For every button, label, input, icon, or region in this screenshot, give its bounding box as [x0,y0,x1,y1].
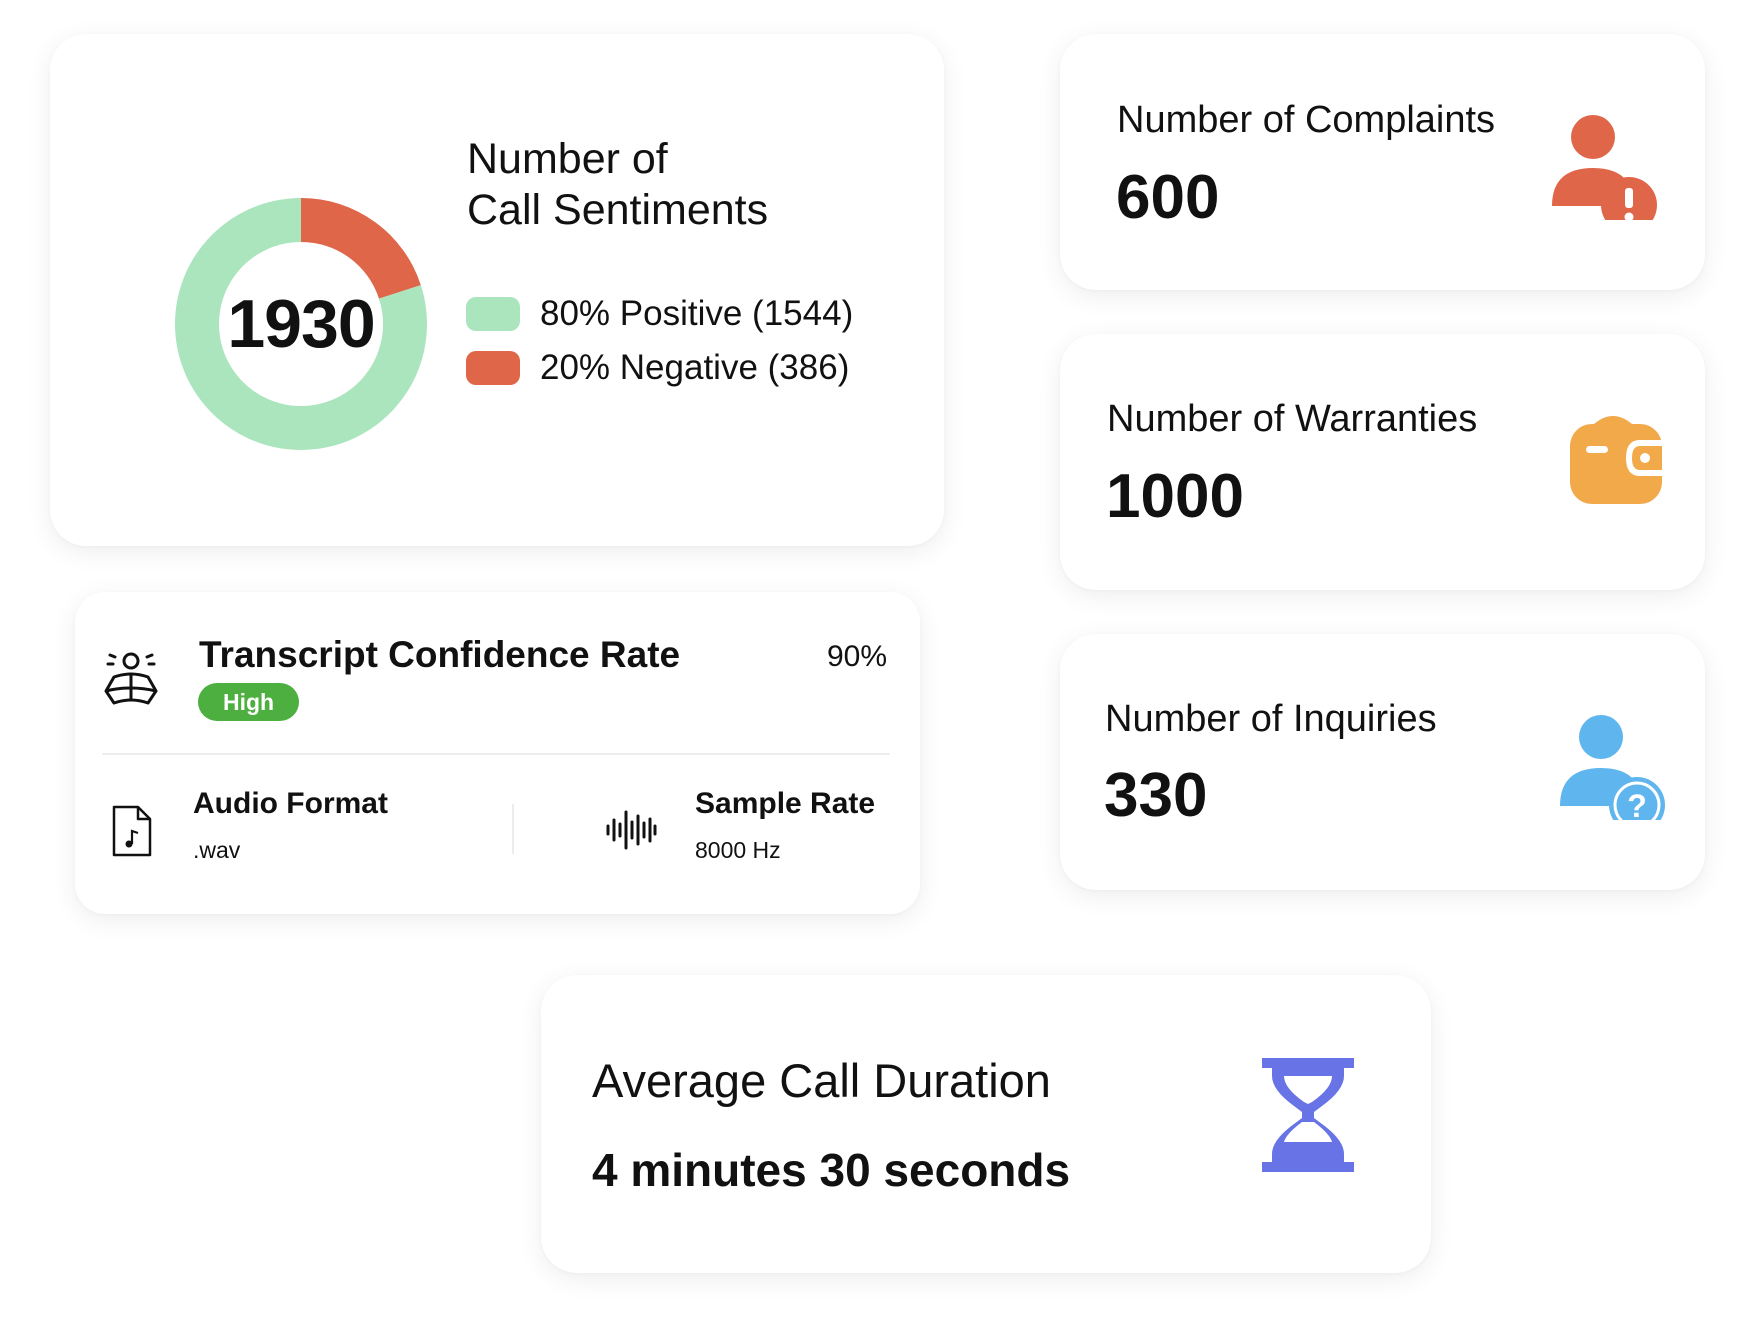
legend-label-negative: 20% Negative (386) [540,348,850,387]
transcript-title: Transcript Confidence Rate [199,634,681,675]
hourglass-icon [1262,1058,1354,1172]
complaints-title: Number of Complaints [1117,99,1496,141]
inquiries-value: 330 [1104,761,1208,830]
svg-text:?: ? [1627,788,1647,820]
inquiries-card: Number of Inquiries 330 ? [1060,634,1705,890]
user-question-icon: ? [1560,715,1665,820]
speaker-reading-icon [104,652,158,705]
sound-wave-icon [606,810,657,850]
duration-title: Average Call Duration [592,1054,1051,1107]
audio-file-icon [112,805,152,857]
audio-format-label: Audio Format [193,787,388,820]
wallet-icon [1570,416,1662,504]
sample-rate-value: 8000 Hz [695,837,781,863]
warranties-value: 1000 [1106,462,1244,531]
average-call-duration-card: Average Call Duration 4 minutes 30 secon… [541,975,1431,1273]
legend-item-positive: 80% Positive (1544) [466,294,853,334]
sentiments-title: Number of Call Sentiments [467,135,769,234]
legend-swatch-negative [466,351,520,385]
donut-slice-positive [175,198,428,450]
transcript-percent: 90% [826,640,887,673]
sample-rate-label: Sample Rate [695,787,876,820]
complaints-value: 600 [1116,163,1220,232]
user-alert-icon [1552,115,1657,220]
complaints-card: Number of Complaints 600 [1060,34,1705,290]
warranties-card: Number of Warranties 1000 [1060,334,1705,590]
vertical-divider [512,804,514,854]
inquiries-title: Number of Inquiries [1105,698,1437,740]
sentiment-total: 1930 [227,286,375,362]
call-sentiments-card: 1930 Number of Call Sentiments 80% Posit… [50,34,944,546]
confidence-badge: High [198,683,300,721]
section-divider [102,753,890,755]
legend-item-negative: 20% Negative (386) [466,348,849,388]
audio-format-value: .wav [193,837,241,863]
duration-value: 4 minutes 30 seconds [592,1144,1071,1196]
warranties-title: Number of Warranties [1107,398,1478,440]
donut-slice-negative [301,198,421,299]
transcript-confidence-card: Transcript Confidence Rate 90% High Audi… [75,592,920,914]
legend-swatch-positive [466,297,520,331]
sentiment-donut-chart [175,198,428,450]
legend-label-positive: 80% Positive (1544) [540,294,854,333]
